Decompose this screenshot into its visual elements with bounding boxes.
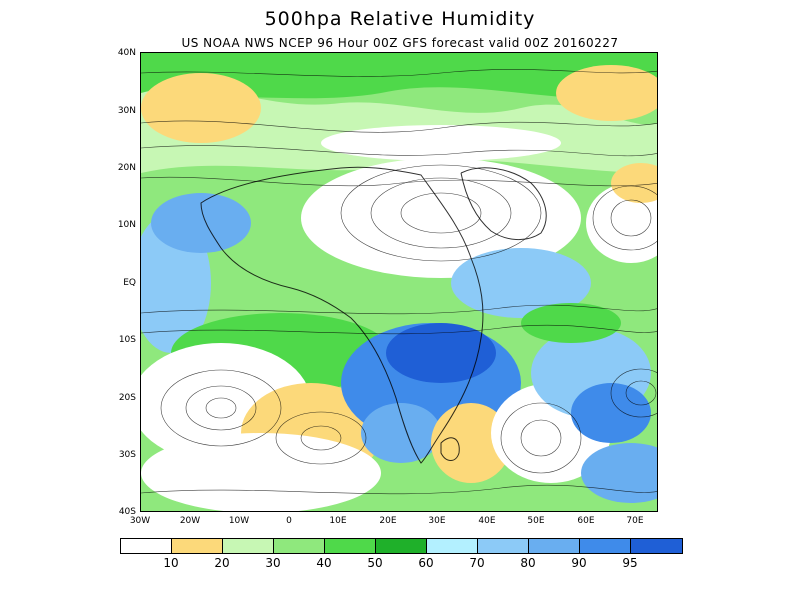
lon-label-10w: 10W xyxy=(228,516,250,526)
colorbar-swatch xyxy=(172,539,223,553)
chart-subtitle: US NOAA NWS NCEP 96 Hour 00Z GFS forecas… xyxy=(181,36,619,50)
lon-label-60e: 60E xyxy=(577,516,595,526)
lat-label-10s: 10S xyxy=(118,335,136,345)
humidity-field xyxy=(141,53,657,511)
lat-label-40n: 40N xyxy=(117,48,136,58)
colorbar-label: 20 xyxy=(214,556,230,570)
lat-label-20s: 20S xyxy=(118,393,136,403)
lon-label-0: 0 xyxy=(286,516,292,526)
lon-label-10e: 10E xyxy=(329,516,347,526)
colorbar-swatch xyxy=(223,539,274,553)
lon-label-20w: 20W xyxy=(179,516,201,526)
colorbar-label: 50 xyxy=(367,556,383,570)
colorbar-label: 80 xyxy=(520,556,536,570)
lon-label-30w: 30W xyxy=(129,516,151,526)
colorbar-label: 70 xyxy=(469,556,485,570)
lon-label-40e: 40E xyxy=(478,516,496,526)
lon-label-50e: 50E xyxy=(527,516,545,526)
colorbar-swatch xyxy=(376,539,427,553)
colorbar-label: 90 xyxy=(571,556,587,570)
colorbar-swatch xyxy=(427,539,478,553)
lat-label-30n: 30N xyxy=(117,106,136,116)
colorbar-label: 60 xyxy=(418,556,434,570)
lon-label-70e: 70E xyxy=(626,516,644,526)
colorbar-label: 10 xyxy=(163,556,179,570)
colorbar-swatch xyxy=(121,539,172,553)
colorbar-swatch xyxy=(529,539,580,553)
lat-label-10n: 10N xyxy=(117,220,136,230)
humidity-map xyxy=(140,52,658,512)
lat-label-eq: EQ xyxy=(123,278,136,288)
colorbar-swatch xyxy=(325,539,376,553)
lat-label-30s: 30S xyxy=(118,450,136,460)
colorbar-swatch xyxy=(478,539,529,553)
colorbar-label: 40 xyxy=(316,556,332,570)
lon-label-20e: 20E xyxy=(379,516,397,526)
lat-label-40s: 40S xyxy=(118,507,136,517)
lat-label-20n: 20N xyxy=(117,163,136,173)
colorbar-swatch xyxy=(274,539,325,553)
lon-label-30e: 30E xyxy=(428,516,446,526)
colorbar-label: 30 xyxy=(265,556,281,570)
colorbar-label: 95 xyxy=(622,556,638,570)
colorbar-swatch xyxy=(631,539,682,553)
colorbar-swatch xyxy=(580,539,631,553)
chart-title: 500hpa Relative Humidity xyxy=(264,8,536,30)
colorbar xyxy=(120,538,683,554)
